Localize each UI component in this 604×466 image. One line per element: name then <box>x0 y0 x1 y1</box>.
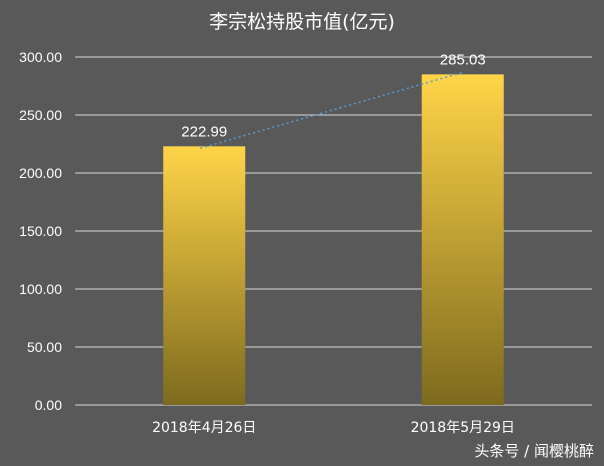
chart-title: 李宗松持股市值(亿元) <box>209 11 395 33</box>
y-tick-label: 300.00 <box>19 49 62 65</box>
data-label: 222.99 <box>181 123 227 140</box>
y-tick-label: 250.00 <box>19 107 62 123</box>
watermark-text: 头条号 / 闻樱桃醉 <box>474 442 594 460</box>
data-label: 285.03 <box>440 51 486 68</box>
y-tick-label: 50.00 <box>27 339 62 355</box>
y-tick-label: 100.00 <box>19 281 62 297</box>
bar <box>163 146 246 405</box>
data-labels: 222.99 285.03 <box>181 51 485 140</box>
y-tick-label: 150.00 <box>19 223 62 239</box>
bars <box>163 74 504 405</box>
x-category-label: 2018年5月29日 <box>411 420 515 436</box>
trendline <box>200 71 463 150</box>
x-axis-categories: 2018年4月26日 2018年5月29日 <box>152 420 515 436</box>
trendline-group <box>200 71 463 150</box>
gridlines <box>75 56 592 406</box>
y-tick-label: 200.00 <box>19 165 62 181</box>
y-tick-label: 0.00 <box>35 397 62 413</box>
bar <box>421 74 504 405</box>
y-axis-ticks: 0.00 50.00 100.00 150.00 200.00 250.00 300.00 <box>19 49 62 413</box>
x-category-label: 2018年4月26日 <box>152 420 256 436</box>
